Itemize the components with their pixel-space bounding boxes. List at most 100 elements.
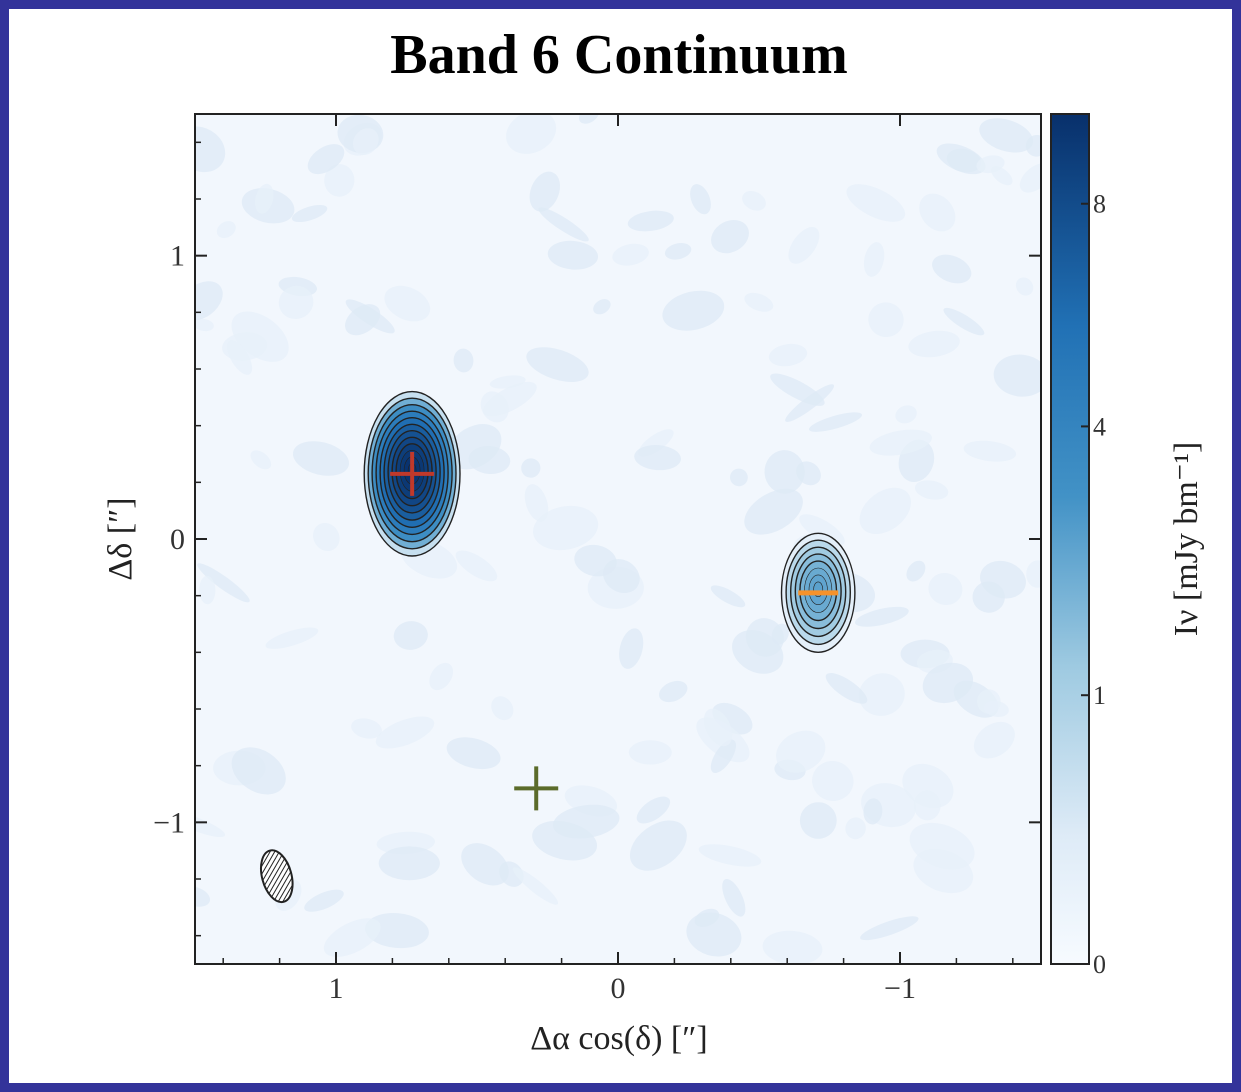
noise-blotch	[538, 207, 589, 242]
noise-blotch	[799, 802, 837, 839]
noise-blotch	[863, 798, 883, 825]
y-tick-label: 0	[170, 523, 185, 556]
colorbar-label: Iν [mJy bm⁻¹]	[1168, 442, 1205, 637]
noise-blotch	[662, 290, 725, 331]
chart-title: Band 6 Continuum	[390, 24, 848, 86]
noise-blotch	[489, 375, 526, 389]
noise-blotch	[634, 445, 681, 471]
noise-blotch	[744, 292, 774, 312]
noise-blotch	[809, 412, 862, 432]
noise-blotch	[521, 458, 541, 478]
noise-blotch	[895, 405, 917, 424]
colorbar-tick-label: 0	[1093, 950, 1106, 979]
noise-layer	[195, 114, 1041, 964]
noise-blotch	[906, 560, 926, 582]
noise-blotch	[943, 307, 985, 336]
noise-blotch	[768, 343, 808, 367]
noise-blotch	[972, 581, 1005, 613]
noise-blotch	[195, 281, 223, 321]
noise-blotch	[686, 912, 742, 957]
noise-blotch	[664, 243, 692, 260]
noise-blotch	[936, 143, 986, 175]
noise-blotch	[1025, 134, 1041, 157]
noise-blotch	[788, 227, 820, 264]
noise-blotch	[703, 708, 733, 747]
x-axis-label: Δα cos(δ) [″]	[530, 1020, 707, 1057]
figure-frame: Band 6 Continuum 1 0 −1 1 0 −1 Δα cos(δ) [″] …	[9, 9, 1232, 1083]
noise-blotch	[195, 126, 226, 173]
noise-blotch	[429, 662, 454, 691]
noise-blotch	[455, 550, 498, 582]
noise-blotch	[825, 673, 868, 704]
noise-blotch	[913, 790, 941, 821]
noise-blotch	[453, 348, 474, 373]
noise-blotch	[216, 221, 236, 239]
noise-blotch	[375, 716, 435, 749]
colorbar-tick-label: 8	[1093, 190, 1106, 219]
noise-blotch	[351, 718, 382, 739]
noise-blotch	[932, 254, 972, 284]
noise-blotch	[593, 299, 611, 315]
noise-blotch	[627, 210, 674, 232]
noise-blotch	[858, 673, 905, 716]
noise-blotch	[524, 484, 549, 522]
noise-blotch	[227, 340, 253, 375]
noise-blotch	[307, 144, 345, 175]
noise-blotch	[845, 817, 866, 840]
y-tick-label: −1	[153, 806, 185, 839]
noise-blotch	[533, 505, 599, 551]
x-tick-label: 1	[329, 972, 344, 1005]
noise-blotch	[919, 193, 956, 232]
noise-blotch	[291, 204, 328, 223]
y-tick-label: 1	[170, 240, 185, 273]
plot-area: 1 0 −1 1 0 −1	[153, 113, 1042, 1005]
noise-blotch	[976, 155, 1005, 174]
noise-blotch	[812, 761, 854, 801]
noise-blotch	[868, 302, 904, 338]
noise-blotch	[909, 822, 975, 870]
noise-blotch	[345, 304, 381, 336]
noise-blotch	[690, 184, 711, 215]
noise-blotch	[976, 689, 1001, 714]
noise-blotch	[744, 488, 803, 535]
noise-blotch	[393, 621, 428, 650]
noise-blotch	[231, 747, 286, 795]
noise-blotch	[304, 889, 344, 912]
noise-blotch	[323, 918, 381, 957]
colorbar-tick-label: 1	[1093, 681, 1106, 710]
noise-blotch	[658, 680, 688, 703]
noise-blotch	[710, 739, 737, 774]
noise-blotch	[384, 285, 431, 322]
noise-blotch	[526, 347, 589, 382]
noise-blotch	[612, 243, 649, 266]
noise-blotch	[547, 240, 599, 270]
noise-blotch	[710, 585, 746, 608]
noise-blotch	[855, 606, 909, 627]
noise-blotch	[265, 627, 319, 649]
noise-blotch	[574, 544, 617, 577]
noise-blotch	[491, 696, 514, 721]
noise-blotch	[1015, 277, 1034, 296]
noise-blotch	[963, 440, 1017, 462]
noise-blotch	[785, 384, 835, 422]
beam-ellipse	[260, 849, 294, 904]
noise-blotch	[1026, 560, 1041, 588]
noise-blotch	[698, 844, 762, 867]
noise-blotch	[352, 128, 379, 156]
noise-blotch	[512, 867, 559, 905]
noise-blotch	[636, 796, 671, 824]
noise-blotch	[278, 285, 314, 320]
noise-blotch	[480, 391, 509, 423]
colorbar-ticks: 0 1 4 8	[1081, 190, 1106, 979]
noise-blotch	[446, 737, 501, 770]
noise-blotch	[195, 811, 226, 838]
noise-blotch	[846, 184, 906, 222]
noise-blotch	[378, 846, 440, 881]
noise-blotch	[745, 618, 784, 657]
marker-layer	[390, 451, 839, 811]
noise-blotch	[711, 219, 749, 254]
noise-blotch	[762, 930, 823, 964]
noise-blotch	[764, 450, 805, 494]
noise-blotch	[629, 820, 687, 871]
noise-blotch	[902, 763, 954, 809]
